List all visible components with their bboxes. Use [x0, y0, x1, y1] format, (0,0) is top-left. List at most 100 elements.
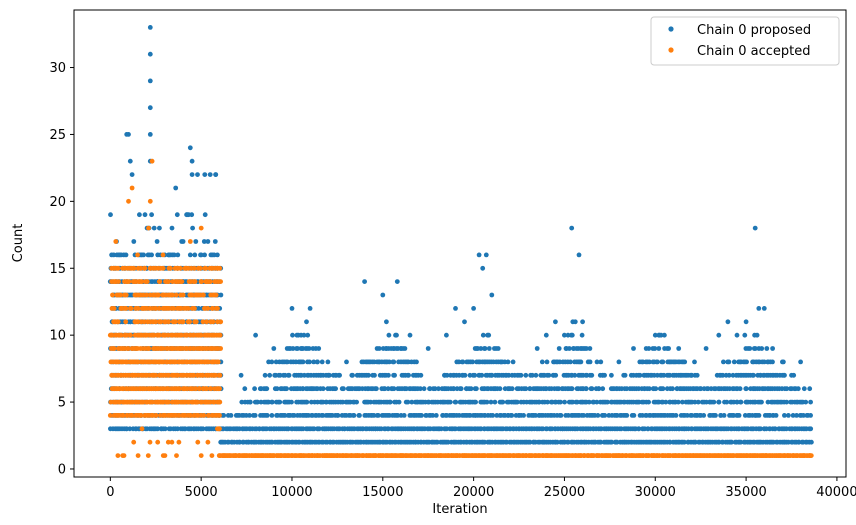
accepted-point [171, 306, 177, 311]
proposed-point [682, 359, 688, 365]
proposed-point [202, 212, 208, 218]
proposed-point [676, 346, 682, 351]
accepted-point [187, 319, 193, 325]
accepted-point [204, 319, 210, 325]
accepted-point [616, 453, 622, 458]
proposed-point [765, 399, 771, 405]
accepted-point [135, 319, 141, 325]
proposed-point [350, 372, 355, 378]
proposed-point [195, 172, 200, 178]
proposed-point [770, 346, 775, 351]
proposed-point [374, 386, 379, 392]
proposed-point [456, 359, 462, 365]
accepted-point [160, 265, 166, 271]
proposed-point [609, 372, 614, 378]
proposed-point [123, 252, 129, 258]
proposed-point [510, 359, 516, 365]
proposed-point [305, 332, 311, 338]
proposed-point [516, 372, 522, 378]
accepted-point [118, 332, 124, 338]
proposed-point [489, 292, 495, 298]
accepted-point [116, 279, 121, 284]
proposed-point [311, 426, 317, 432]
accepted-point [186, 306, 191, 311]
accepted-point [110, 292, 115, 298]
proposed-point [289, 306, 295, 311]
proposed-point [716, 399, 722, 405]
proposed-point [782, 372, 787, 378]
proposed-point [142, 212, 148, 218]
proposed-point [269, 413, 275, 418]
proposed-point [770, 359, 775, 365]
accepted-point [169, 439, 175, 445]
proposed-point [212, 239, 218, 244]
accepted-point [206, 359, 211, 365]
proposed-point [382, 386, 388, 392]
accepted-point [107, 413, 113, 418]
accepted-point [198, 453, 204, 458]
accepted-point [131, 439, 137, 445]
proposed-point [784, 399, 789, 405]
proposed-point [505, 359, 511, 365]
proposed-point [737, 386, 743, 392]
proposed-point [523, 372, 529, 378]
proposed-point [149, 252, 155, 258]
proposed-point [562, 399, 567, 405]
plot-frame [73, 9, 847, 478]
proposed-point [596, 386, 602, 392]
proposed-point [694, 372, 700, 378]
legend-label-proposed: Chain 0 proposed [697, 23, 811, 38]
proposed-point [711, 399, 717, 405]
proposed-point [655, 359, 660, 365]
proposed-point [689, 372, 694, 378]
proposed-point [660, 359, 666, 365]
proposed-point [290, 346, 296, 351]
proposed-point [162, 426, 168, 432]
accepted-point [201, 413, 207, 418]
proposed-point [695, 399, 701, 405]
proposed-point [616, 359, 622, 365]
accepted-point [147, 198, 153, 204]
proposed-point [572, 319, 578, 325]
proposed-point [809, 439, 814, 445]
proposed-point [729, 439, 734, 445]
proposed-point [498, 359, 504, 365]
x-tick-label: 20000 [453, 485, 494, 500]
proposed-point [175, 252, 181, 258]
proposed-point [509, 413, 515, 418]
accepted-point [761, 453, 767, 458]
accepted-point [135, 252, 141, 258]
proposed-point [742, 332, 748, 338]
proposed-point [473, 399, 478, 405]
proposed-point [484, 399, 490, 405]
accepted-point [215, 306, 220, 311]
proposed-point [269, 399, 275, 405]
proposed-point [684, 413, 690, 418]
accepted-point [153, 306, 159, 311]
proposed-point [418, 372, 424, 378]
legend-marker-proposed [668, 26, 674, 32]
proposed-point [435, 439, 440, 445]
proposed-point [698, 386, 704, 392]
accepted-point [471, 453, 476, 458]
accepted-point [205, 306, 211, 311]
accepted-point [192, 279, 198, 284]
legend-label-accepted: Chain 0 accepted [697, 44, 811, 59]
proposed-point [553, 372, 559, 378]
accepted-point [113, 239, 119, 244]
proposed-point [202, 252, 208, 258]
proposed-point [180, 239, 186, 244]
proposed-point [354, 399, 359, 405]
proposed-point [462, 319, 467, 325]
proposed-point [190, 225, 196, 231]
proposed-point [784, 386, 790, 392]
proposed-point [376, 346, 382, 351]
proposed-point [587, 359, 593, 365]
proposed-point [652, 346, 658, 351]
accepted-point [195, 399, 200, 405]
proposed-point [315, 359, 320, 365]
proposed-point [189, 212, 195, 218]
proposed-point [385, 386, 391, 392]
proposed-point [752, 346, 758, 351]
